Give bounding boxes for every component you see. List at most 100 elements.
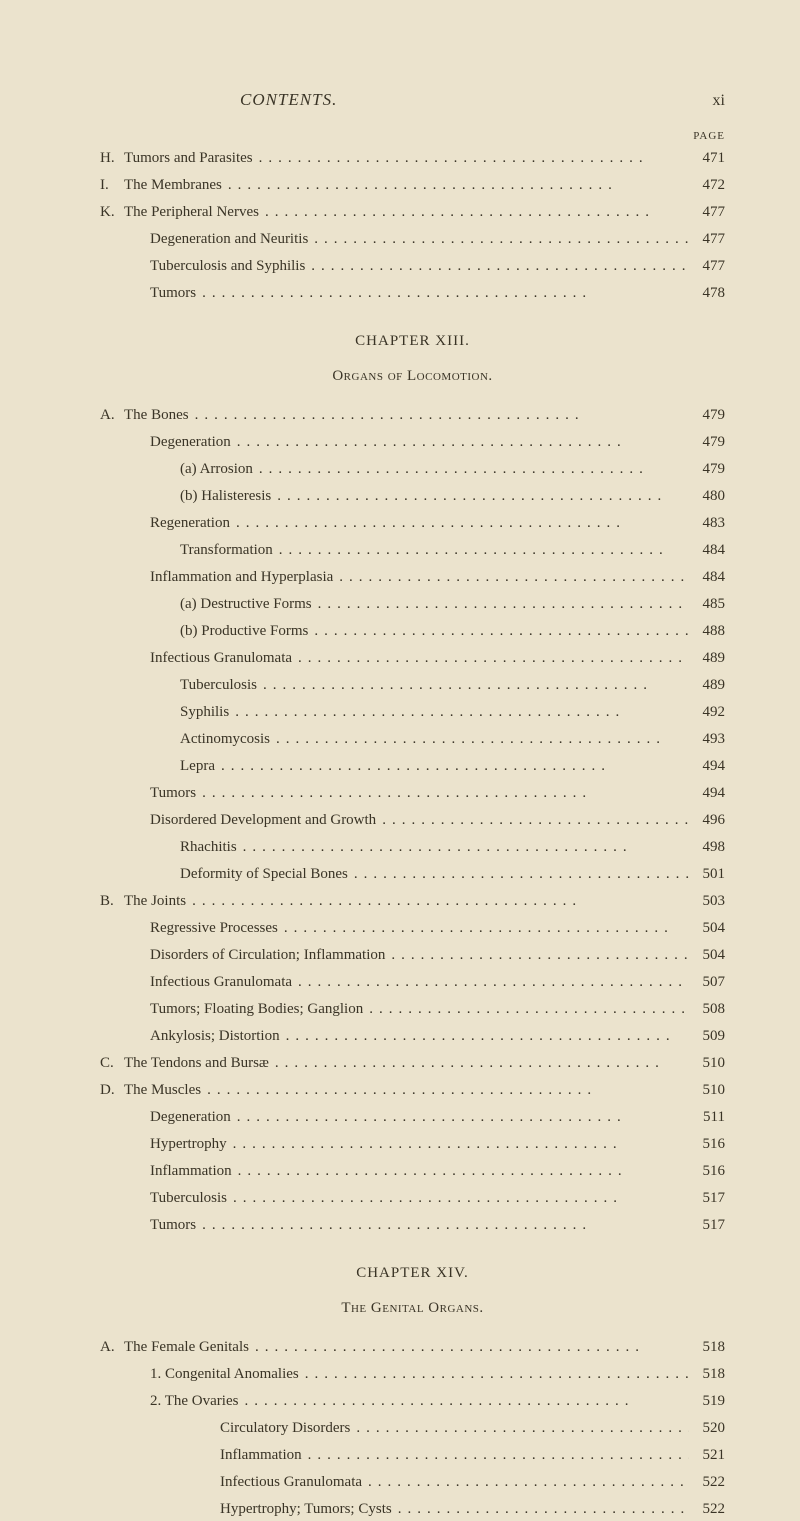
entry-dots: ........................................ — [201, 1078, 689, 1102]
entry-text: Deformity of Special Bones — [180, 862, 348, 886]
entry-text: Tumors — [150, 781, 196, 805]
toc-entry: Infectious Granulomata..................… — [100, 1470, 725, 1494]
toc-entry: Infectious Granulomata..................… — [100, 646, 725, 670]
entry-page: 484 — [689, 538, 725, 562]
entry-text: Transformation — [180, 538, 273, 562]
entry-dots: ........................................ — [292, 646, 689, 670]
entry-text: (b) Halisteresis — [180, 484, 271, 508]
entry-text: Lepra — [180, 754, 215, 778]
toc-entry: Actinomycosis...........................… — [100, 727, 725, 751]
entry-dots: ........................................ — [253, 146, 689, 170]
entry-dots: ........................................ — [363, 997, 689, 1021]
entry-dots: ........................................ — [308, 619, 689, 643]
entry-page: 489 — [689, 646, 725, 670]
toc-entry: Degeneration............................… — [100, 430, 725, 454]
entry-text: The Female Genitals — [124, 1335, 249, 1359]
entry-page: 520 — [689, 1416, 725, 1440]
entry-text: 1. Congenital Anomalies — [150, 1362, 299, 1386]
toc-entry: Rhachitis...............................… — [100, 835, 725, 859]
entry-dots: ........................................ — [196, 281, 689, 305]
entry-page: 504 — [689, 916, 725, 940]
entry-text: Inflammation and Hyperplasia — [150, 565, 333, 589]
entry-page: 485 — [689, 592, 725, 616]
entry-page: 516 — [689, 1132, 725, 1156]
entry-dots: ........................................ — [392, 1497, 689, 1521]
entry-dots: ........................................ — [312, 592, 689, 616]
entry-dots: ........................................ — [196, 781, 689, 805]
entry-text: (a) Destructive Forms — [180, 592, 312, 616]
entry-text: Infectious Granulomata — [150, 646, 292, 670]
header-row: CONTENTS. xi — [100, 90, 725, 110]
entry-page: 494 — [689, 781, 725, 805]
entry-text: Inflammation — [150, 1159, 232, 1183]
entry-text: Ankylosis; Distortion — [150, 1024, 280, 1048]
entry-page: 479 — [689, 430, 725, 454]
entry-page: 510 — [689, 1078, 725, 1102]
toc-entry: K.The Peripheral Nerves.................… — [100, 200, 725, 224]
entry-text: Tumors — [150, 1213, 196, 1237]
entry-text: The Tendons and Bursæ — [124, 1051, 269, 1075]
entry-text: The Bones — [124, 403, 189, 427]
entry-text: Degeneration and Neuritis — [150, 227, 308, 251]
entry-page: 518 — [689, 1362, 725, 1386]
toc-entry: Degeneration and Neuritis...............… — [100, 227, 725, 251]
entry-dots: ........................................ — [227, 1186, 689, 1210]
entry-text: Circulatory Disorders — [220, 1416, 350, 1440]
entry-page: 471 — [689, 146, 725, 170]
entry-page: 477 — [689, 200, 725, 224]
entry-page: 479 — [689, 457, 725, 481]
entry-page: 489 — [689, 673, 725, 697]
entry-dots: ........................................ — [215, 754, 689, 778]
entry-page: 472 — [689, 173, 725, 197]
toc-entry: (b) Halisteresis........................… — [100, 484, 725, 508]
entry-page: 496 — [689, 808, 725, 832]
entry-text: Tumors and Parasites — [124, 146, 253, 170]
toc-entry: Inflammation............................… — [100, 1159, 725, 1183]
entry-prefix: A. — [100, 403, 124, 427]
entry-dots: ........................................ — [196, 1213, 689, 1237]
entry-prefix: I. — [100, 173, 124, 197]
entry-text: Actinomycosis — [180, 727, 270, 751]
entry-page: 493 — [689, 727, 725, 751]
toc-entry: Deformity of Special Bones..............… — [100, 862, 725, 886]
entry-page: 479 — [689, 403, 725, 427]
entry-page: 518 — [689, 1335, 725, 1359]
entry-text: 2. The Ovaries — [150, 1389, 238, 1413]
entry-text: The Joints — [124, 889, 186, 913]
chapter-subtitle: The Genital Organs. — [100, 1300, 725, 1317]
entry-dots: ........................................ — [186, 889, 689, 913]
entry-dots: ........................................ — [308, 227, 689, 251]
toc-entry: 1. Congenital Anomalies.................… — [100, 1362, 725, 1386]
entry-dots: ........................................ — [270, 727, 689, 751]
toc-entry: Lepra...................................… — [100, 754, 725, 778]
entry-text: Degeneration — [150, 1105, 231, 1129]
entry-text: Hypertrophy; Tumors; Cysts — [220, 1497, 392, 1521]
entry-prefix: C. — [100, 1051, 124, 1075]
entry-dots: ........................................ — [222, 173, 689, 197]
toc-entry: Tumors..................................… — [100, 781, 725, 805]
entry-text: Tuberculosis — [180, 673, 257, 697]
entry-text: Tumors; Floating Bodies; Ganglion — [150, 997, 363, 1021]
toc-entry: Regressive Processes....................… — [100, 916, 725, 940]
entry-page: 511 — [689, 1105, 725, 1129]
entry-page: 510 — [689, 1051, 725, 1075]
entry-text: Regeneration — [150, 511, 230, 535]
toc-entry: A.The Bones.............................… — [100, 403, 725, 427]
entry-dots: ........................................ — [269, 1051, 689, 1075]
entry-text: Syphilis — [180, 700, 229, 724]
toc-entry: Tuberculosis............................… — [100, 673, 725, 697]
entry-text: Tumors — [150, 281, 196, 305]
entry-dots: ........................................ — [305, 254, 689, 278]
toc-entry: Syphilis................................… — [100, 700, 725, 724]
entry-page: 477 — [689, 254, 725, 278]
toc-entry: Transformation..........................… — [100, 538, 725, 562]
entry-page: 477 — [689, 227, 725, 251]
toc-entry: Degeneration............................… — [100, 1105, 725, 1129]
entry-dots: ........................................ — [237, 835, 689, 859]
entry-text: Regressive Processes — [150, 916, 278, 940]
toc-entry: C.The Tendons and Bursæ.................… — [100, 1051, 725, 1075]
entry-page: 509 — [689, 1024, 725, 1048]
entry-text: Tuberculosis — [150, 1186, 227, 1210]
entry-dots: ........................................ — [280, 1024, 689, 1048]
entry-page: 484 — [689, 565, 725, 589]
